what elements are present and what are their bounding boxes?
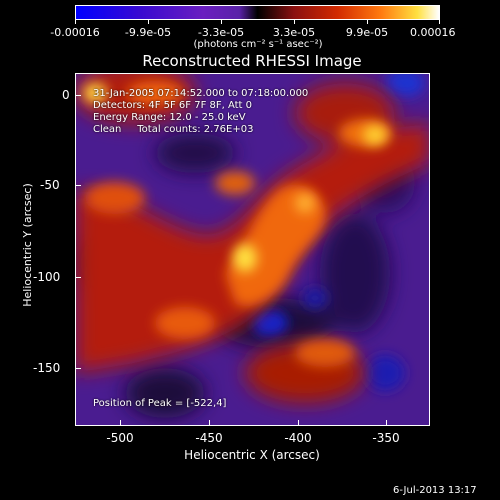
colorbar bbox=[75, 5, 440, 20]
energy-range: Energy Range: 12.0 - 25.0 keV bbox=[93, 112, 246, 123]
colorbar-units: (photons cm⁻² s⁻¹ asec⁻²) bbox=[193, 39, 323, 50]
clean-info: Clean Total counts: 2.76E+03 bbox=[93, 124, 254, 135]
y-tick-label: 0 bbox=[62, 88, 70, 102]
colorbar-tick-label: 0.00016 bbox=[410, 26, 456, 39]
peak-position: Position of Peak = [-522,4] bbox=[93, 398, 227, 409]
orange-emission bbox=[85, 81, 391, 367]
colorbar-tick-label: 9.9e-05 bbox=[345, 26, 389, 39]
x-tick-label: -450 bbox=[195, 431, 223, 445]
y-axis-ticks bbox=[75, 73, 81, 426]
x-tick-label: -350 bbox=[372, 431, 400, 445]
y-axis-title: Heliocentric Y (arcsec) bbox=[21, 183, 34, 307]
time-range: 31-Jan-2005 07:14:52.000 to 07:18:00.000 bbox=[93, 88, 309, 99]
detectors-info: Detectors: 4F 5F 6F 7F 8F, Att 0 bbox=[93, 100, 253, 111]
y-tick-label: -100 bbox=[33, 270, 61, 284]
x-axis-ticks bbox=[75, 420, 430, 426]
reconstructed-image bbox=[75, 73, 430, 426]
image-title: Reconstructed RHESSI Image bbox=[142, 52, 362, 70]
colorbar-tick-label: -9.9e-05 bbox=[124, 26, 172, 39]
colorbar-tick-label: -3.3e-05 bbox=[197, 26, 245, 39]
x-tick-label: -400 bbox=[284, 431, 312, 445]
colorbar-ticks bbox=[75, 20, 440, 25]
timestamp: 6-Jul-2013 13:17 bbox=[393, 485, 477, 496]
x-tick-label: -500 bbox=[106, 431, 134, 445]
x-axis-title: Heliocentric X (arcsec) bbox=[184, 448, 320, 462]
y-tick-label: -150 bbox=[33, 361, 61, 375]
y-tick-label: -50 bbox=[40, 178, 60, 192]
yellow-peaks bbox=[83, 83, 387, 272]
plot-frame bbox=[75, 73, 430, 426]
colorbar-tick-label: -0.00016 bbox=[50, 26, 100, 39]
colorbar-tick-label: 3.3e-05 bbox=[272, 26, 316, 39]
